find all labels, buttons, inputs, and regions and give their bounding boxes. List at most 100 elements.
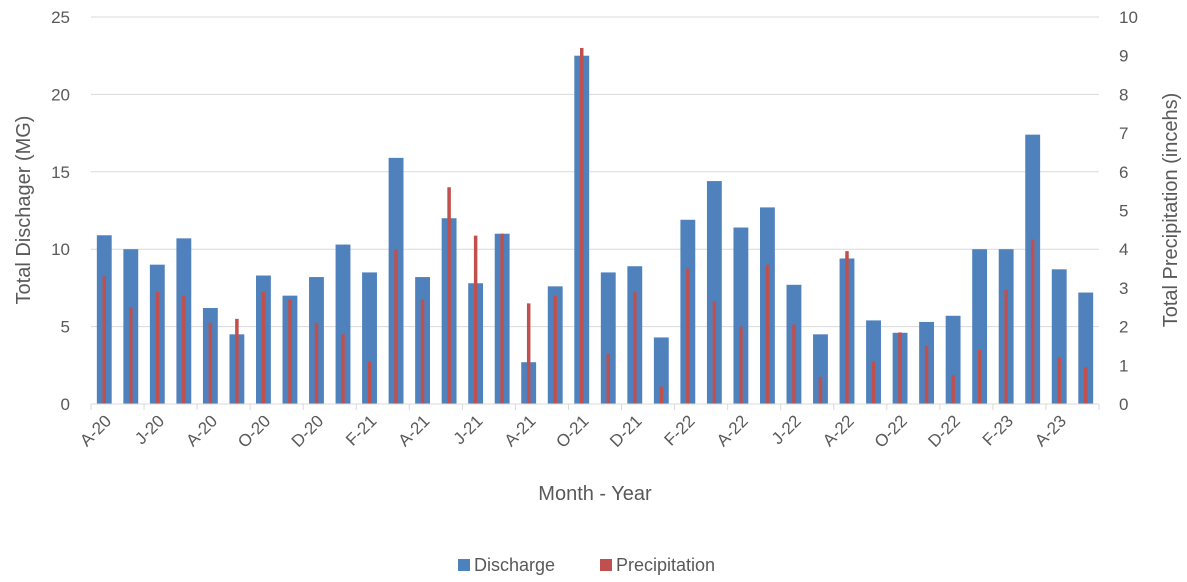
legend-label-precipitation: Precipitation — [616, 555, 715, 575]
precipitation-bar — [659, 386, 664, 404]
x-tick-label: A-21 — [395, 411, 434, 450]
right-y-tick-label: 5 — [1119, 202, 1128, 221]
x-tick-label: J-22 — [768, 411, 805, 448]
precipitation-bar — [871, 361, 876, 404]
right-y-tick-label: 4 — [1119, 240, 1128, 259]
x-tick-label: A-20 — [182, 411, 221, 450]
legend-swatch-discharge — [458, 559, 470, 571]
discharge-bar — [945, 315, 961, 404]
precipitation-bar — [208, 322, 213, 404]
precipitation-bar — [182, 295, 186, 404]
precipitation-bar — [367, 361, 372, 404]
discharge-bar — [733, 227, 749, 404]
x-tick-label: A-21 — [501, 411, 540, 450]
precipitation-bar — [155, 291, 160, 404]
precipitation-bar — [1057, 357, 1061, 404]
precipitation-bar — [818, 376, 823, 404]
precipitation-bar — [977, 349, 982, 404]
discharge-bar — [1051, 269, 1067, 404]
x-tick-label: O-21 — [552, 411, 592, 451]
left-y-tick-label: 5 — [61, 318, 70, 337]
discharge-bar — [362, 272, 377, 404]
right-y-tick-label: 1 — [1119, 356, 1128, 375]
precipitation-bar — [473, 235, 478, 404]
precipitation-bar — [686, 268, 690, 404]
precipitation-bar — [951, 374, 955, 404]
right-y-tick-label: 7 — [1119, 124, 1128, 143]
x-tick-label: O-20 — [234, 411, 274, 451]
right-y-tick-label: 10 — [1119, 8, 1138, 27]
precipitation-bar — [1083, 367, 1088, 404]
x-tick-label: D-20 — [288, 411, 327, 450]
left-y-tick-label: 20 — [51, 85, 70, 104]
x-tick-label: A-22 — [713, 411, 752, 450]
precipitation-bar — [235, 318, 239, 404]
x-tick-label: F-22 — [661, 411, 699, 449]
x-tick-label: F-21 — [342, 411, 380, 449]
legend-label-discharge: Discharge — [474, 555, 555, 575]
precipitation-bar — [579, 47, 584, 405]
precipitation-bar — [924, 345, 929, 404]
precipitation-bar — [765, 264, 770, 404]
precipitation-bar — [447, 187, 451, 404]
gridlines — [91, 16, 1099, 328]
x-tick-label: D-21 — [606, 411, 645, 450]
right-y-tick-label: 9 — [1119, 47, 1128, 66]
left-y-tick-label: 25 — [51, 8, 70, 27]
discharge-bar — [653, 337, 669, 404]
x-tick-label: O-22 — [871, 411, 911, 451]
discharge-bar — [972, 249, 988, 404]
right-y-tick-label: 3 — [1119, 279, 1128, 298]
precipitation-bar — [739, 326, 743, 404]
right-y-axis-title: Total Precipitation (incehs) — [1160, 93, 1182, 328]
precipitation-bar — [633, 291, 637, 404]
right-y-tick-label: 2 — [1119, 318, 1128, 337]
left-y-tick-label: 10 — [51, 240, 70, 259]
precipitation-bars — [102, 47, 1088, 405]
left-y-tick-labels: 0 5 10 15 20 25 — [51, 8, 70, 414]
right-y-tick-label: 6 — [1119, 163, 1128, 182]
right-y-tick-label: 8 — [1119, 85, 1128, 104]
left-y-axis-title: Total Dischager (MG) — [13, 116, 35, 305]
precipitation-bar — [1004, 289, 1008, 404]
precipitation-bar — [845, 251, 849, 404]
discharge-bar — [1078, 292, 1094, 404]
precipitation-bar — [394, 249, 398, 404]
x-tick-label: J-20 — [131, 411, 168, 448]
precipitation-bar — [526, 303, 531, 404]
precipitation-bar — [420, 299, 425, 404]
precipitation-bar — [898, 332, 902, 404]
discharge-bars — [96, 55, 1094, 404]
right-y-tick-labels: 0 1 2 3 4 5 6 7 8 9 10 — [1119, 8, 1138, 414]
precipitation-bar — [792, 324, 796, 404]
x-tick-label: A-20 — [76, 411, 115, 450]
precipitation-bar — [553, 295, 557, 404]
discharge-bar — [335, 244, 351, 404]
x-axis-title: Month - Year — [538, 483, 652, 505]
left-y-tick-label: 0 — [61, 395, 70, 414]
x-tick-labels: A-20 J-20 A-20 O-20 D-20 F-21 A-21 J-21 A-21 O-21… — [76, 411, 1070, 451]
discharge-bar — [813, 334, 828, 404]
x-tick-label: J-21 — [450, 411, 487, 448]
precipitation-bar — [606, 353, 611, 404]
precipitation-bar — [129, 307, 133, 404]
right-y-tick-label: 0 — [1119, 395, 1128, 414]
left-y-tick-label: 15 — [51, 163, 70, 182]
discharge-bar — [600, 272, 616, 404]
precipitation-bar — [1030, 239, 1035, 404]
precipitation-bar — [712, 301, 717, 404]
legend-swatch-precipitation — [600, 559, 612, 571]
x-tick-label: A-23 — [1031, 411, 1070, 450]
precipitation-bar — [341, 334, 345, 404]
precipitation-bar — [261, 291, 266, 404]
x-tick-label: D-22 — [924, 411, 963, 450]
precipitation-bar — [500, 233, 504, 404]
precipitation-bar — [288, 299, 292, 404]
precipitation-bar — [314, 322, 319, 404]
x-tick-marks — [90, 404, 1100, 410]
x-tick-label: F-23 — [979, 411, 1017, 449]
legend: Discharge Precipitation — [458, 555, 715, 575]
x-tick-label: A-22 — [819, 411, 858, 450]
discharge-bar — [706, 181, 722, 404]
